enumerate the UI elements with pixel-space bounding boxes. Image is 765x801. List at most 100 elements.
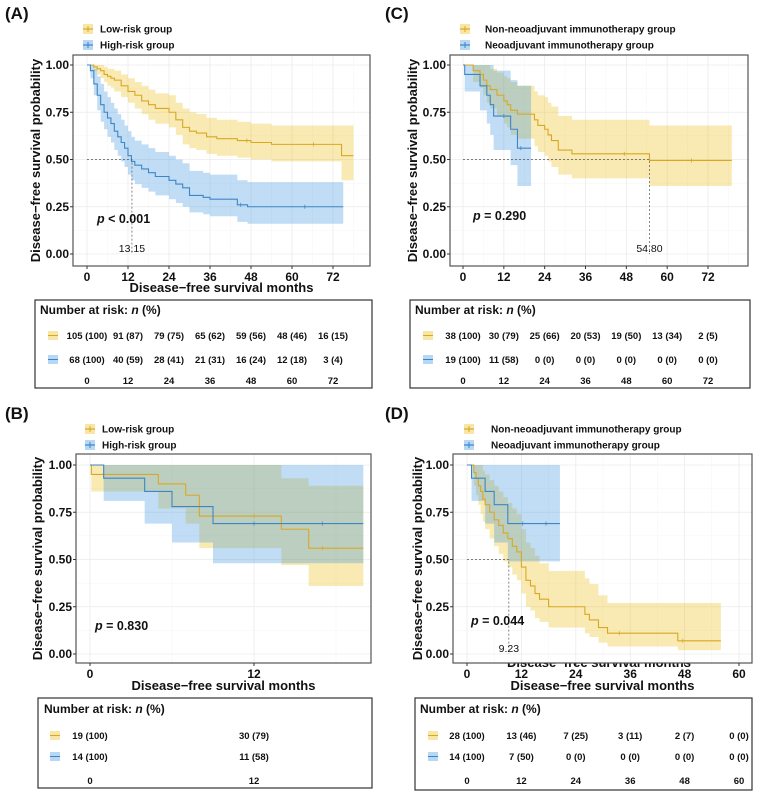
survival-curve-gold (90, 464, 364, 549)
risk-table: Number at risk: n (%) 105 (100) 91 (87) 79 … (34, 299, 373, 389)
x-axis-title: Disease−free survival months (132, 678, 316, 693)
risk-time-label: 0 (464, 776, 469, 787)
x-tick-label: 24 (538, 270, 552, 284)
plot-border (449, 54, 749, 267)
x-tick-label: 0 (464, 667, 471, 681)
p-value: p = 0.830 (94, 619, 148, 633)
risk-time-label: 60 (287, 376, 298, 387)
y-tick-label: 0.00 (49, 647, 73, 661)
risk-title-n: n (135, 702, 142, 716)
x-tick-label: 0 (84, 270, 91, 284)
km-panel-c: (C) Non-neoadjuvant immunotherapy group Ne… (385, 4, 751, 670)
x-tick-label: 0 (87, 667, 94, 681)
plot-border (72, 54, 371, 267)
km-panel-d: (D) Non-neoadjuvant immunotherapy group Ne… (385, 404, 753, 791)
risk-cell: 7 (50) (509, 752, 534, 763)
risk-table: Number at risk: n (%) 28 (100) 13 (46) 7 (2… (414, 697, 753, 791)
risk-time-label: 60 (662, 376, 673, 387)
risk-cell: 19 (50) (611, 331, 641, 342)
legend-label: Low-risk group (100, 25, 172, 36)
legend-label: Non-neoadjuvant immunotherapy group (485, 25, 676, 36)
y-axis-title: Disease−free survival probability (30, 456, 45, 660)
risk-time-label: 12 (499, 376, 510, 387)
ci-band-gold (467, 465, 721, 651)
p-symbol: p (94, 619, 103, 633)
y-axis-title: Disease−free survival probability (405, 58, 420, 262)
risk-table: Number at risk: n (%) 38 (100) 30 (79) 25 (… (409, 299, 751, 389)
risk-table-border (34, 299, 373, 389)
x-tick-label: 24 (162, 270, 176, 284)
km-panel-a: (A) Low-risk group High-risk group 13.15 0.0… (5, 4, 373, 389)
risk-cell: 11 (58) (489, 355, 519, 366)
ci-band-gold (87, 65, 354, 181)
legend-label: High-risk group (102, 441, 176, 452)
y-tick-label: 1.00 (49, 458, 73, 472)
risk-cell: 28 (100) (449, 731, 484, 742)
risk-cell: 0 (0) (729, 752, 749, 763)
median-label: 54.80 (636, 243, 662, 255)
survival-curve-gold (467, 464, 721, 642)
survival-curve-blue (87, 64, 344, 208)
panel-label: (A) (5, 4, 29, 23)
risk-cell: 3 (4) (323, 355, 343, 366)
y-tick-label: 1.00 (46, 58, 70, 72)
survival-curve-gold (87, 64, 354, 157)
risk-time-label: 60 (734, 776, 745, 787)
risk-cell: 0 (0) (657, 355, 677, 366)
x-tick-label: 0 (460, 270, 467, 284)
survival-curve-blue (90, 464, 364, 525)
risk-cell: 0 (0) (576, 355, 596, 366)
risk-title-suffix: (%) (519, 702, 541, 716)
x-tick-label: 60 (732, 667, 746, 681)
risk-title-suffix: (%) (143, 702, 165, 716)
legend-label: High-risk group (100, 41, 174, 52)
ci-band-blue (87, 65, 344, 224)
y-axis-title: Disease−free survival probability (28, 58, 43, 262)
risk-title-text: Number at risk: (415, 303, 506, 317)
p-value: p = 0.290 (472, 209, 526, 223)
risk-time-label: 72 (328, 376, 339, 387)
risk-cell: 14 (100) (72, 752, 107, 763)
p-value: p = 0.044 (470, 614, 524, 628)
x-tick-label: 36 (203, 270, 217, 284)
x-tick-label: 12 (515, 667, 529, 681)
x-tick-label: 12 (497, 270, 511, 284)
risk-cell: 40 (59) (113, 355, 143, 366)
x-tick-label: 24 (569, 667, 583, 681)
risk-time-label: 0 (84, 376, 89, 387)
risk-time-label: 48 (679, 776, 690, 787)
y-tick-label: 0.00 (426, 647, 450, 661)
y-tick-label: 0.75 (423, 105, 447, 119)
ci-band-blue (463, 65, 532, 186)
p-value-text: < 0.001 (105, 212, 151, 226)
legend-label: Non-neoadjuvant immunotherapy group (491, 425, 682, 436)
y-tick-label: 0.25 (423, 200, 447, 214)
y-tick-label: 1.00 (423, 58, 447, 72)
y-tick-label: 0.75 (46, 105, 70, 119)
risk-table-title: Number at risk: n (%) (40, 303, 161, 317)
risk-cell: 21 (31) (195, 355, 225, 366)
median-line (463, 159, 650, 254)
legend-label: Neoadjuvant immunotherapy group (485, 41, 654, 52)
risk-title-suffix: (%) (139, 303, 161, 317)
x-axis-title: Disease−free survival months (130, 280, 314, 295)
risk-time-label: 12 (516, 776, 527, 787)
p-symbol: p (472, 209, 481, 223)
risk-table-title: Number at risk: n (%) (415, 303, 536, 317)
plot-border (452, 453, 753, 664)
risk-cell: 0 (0) (617, 355, 637, 366)
x-tick-label: 36 (579, 270, 593, 284)
risk-time-label: 36 (205, 376, 216, 387)
p-value: p < 0.001 (96, 212, 150, 226)
x-tick-label: 48 (678, 667, 692, 681)
y-tick-label: 0.25 (426, 600, 450, 614)
risk-cell: 0 (0) (729, 731, 749, 742)
risk-cell: 91 (87) (113, 331, 143, 342)
y-tick-label: 0.25 (49, 600, 73, 614)
risk-time-label: 48 (621, 376, 632, 387)
median-label: 13.15 (119, 243, 145, 255)
p-symbol: p (470, 614, 479, 628)
risk-cell: 19 (100) (445, 355, 480, 366)
risk-time-label: 36 (625, 776, 636, 787)
ci-band-gold (463, 65, 732, 186)
